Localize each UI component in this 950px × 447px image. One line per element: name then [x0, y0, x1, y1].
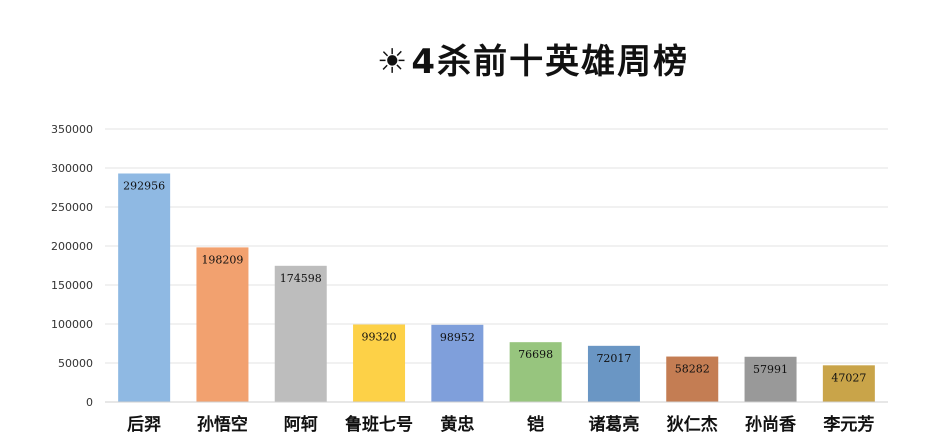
data-label: 47027	[831, 371, 866, 384]
data-label: 98952	[440, 331, 475, 344]
x-category-label: 李元芳	[823, 414, 874, 435]
bar	[431, 324, 484, 402]
bar	[274, 265, 327, 402]
bar	[118, 173, 171, 402]
bar	[587, 345, 640, 402]
y-tick-label: 150000	[51, 279, 93, 292]
x-category-label: 孙尚香	[745, 414, 796, 435]
data-labels: 292956 198209 174598 99320 98952 76698 72017 58…	[123, 179, 866, 384]
data-label: 198209	[201, 253, 243, 266]
x-axis-categories: 后羿 孙悟空 阿轲 鲁班七号 黄忠 铠 诸葛亮 狄仁杰 孙尚香 李元芳	[127, 414, 874, 435]
sun-icon: ☀	[376, 42, 410, 82]
y-tick-label: 200000	[51, 240, 93, 253]
bar	[666, 356, 719, 402]
bar	[509, 342, 562, 402]
bar	[822, 365, 875, 402]
y-tick-label: 50000	[58, 357, 93, 370]
bar	[196, 247, 249, 402]
y-tick-label: 250000	[51, 201, 93, 214]
data-label: 72017	[596, 352, 631, 365]
chart-title: ☀4杀前十英雄周榜	[0, 34, 950, 83]
x-category-label: 狄仁杰	[666, 414, 718, 435]
x-category-label: 诸葛亮	[588, 414, 639, 435]
data-label: 292956	[123, 179, 165, 192]
data-label: 76698	[518, 348, 553, 361]
x-category-label: 阿轲	[284, 414, 318, 435]
y-tick-label: 300000	[51, 162, 93, 175]
x-category-label: 孙悟空	[197, 414, 248, 435]
y-tick-label: 0	[86, 396, 93, 409]
data-label: 99320	[362, 331, 397, 344]
x-category-label: 鲁班七号	[345, 414, 413, 435]
bar	[744, 356, 797, 402]
data-label: 58282	[675, 363, 710, 376]
x-category-label: 黄忠	[440, 414, 474, 435]
chart-title-text: 4杀前十英雄周榜	[411, 42, 690, 82]
bar	[353, 324, 406, 402]
data-label: 174598	[280, 272, 322, 285]
y-axis-ticks: 0 50000 100000 150000 200000 250000 300000 3500…	[51, 123, 93, 409]
y-tick-label: 100000	[51, 318, 93, 331]
x-category-label: 铠	[527, 414, 544, 435]
bars	[118, 173, 875, 402]
y-tick-label: 350000	[51, 123, 93, 136]
x-category-label: 后羿	[127, 415, 161, 435]
data-label: 57991	[753, 363, 788, 376]
